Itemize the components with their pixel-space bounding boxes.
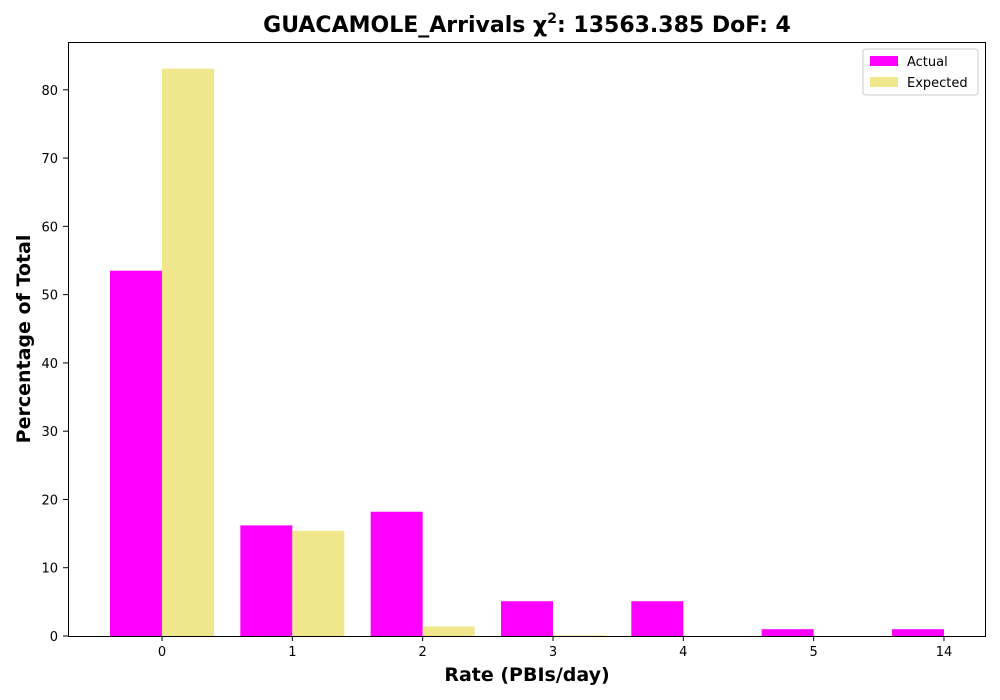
bar-actual-1 bbox=[240, 525, 293, 636]
y-tick-label: 70 bbox=[41, 152, 58, 167]
x-axis-ticks: 0 1 2 3 4 5 14 bbox=[158, 636, 952, 660]
bar-actual-2 bbox=[370, 511, 423, 636]
bar-actual-3 bbox=[500, 601, 553, 636]
bar-actual-4 bbox=[631, 601, 684, 636]
x-tick-label: 3 bbox=[549, 645, 557, 660]
x-tick-label: 5 bbox=[810, 645, 818, 660]
legend-label-expected: Expected bbox=[907, 76, 968, 91]
bar-expected-0 bbox=[162, 68, 214, 636]
x-tick-label: 1 bbox=[288, 645, 296, 660]
legend-swatch-expected bbox=[870, 77, 898, 87]
x-tick-label: 14 bbox=[936, 645, 953, 660]
y-tick-label: 40 bbox=[41, 357, 58, 372]
y-tick-label: 50 bbox=[41, 289, 58, 304]
legend: Actual Expected bbox=[862, 48, 979, 96]
y-tick-label: 60 bbox=[41, 220, 58, 235]
bar-expected-2 bbox=[422, 626, 475, 636]
y-tick-label: 0 bbox=[50, 630, 58, 645]
bar-expected-3 bbox=[552, 635, 605, 636]
x-tick-label: 0 bbox=[158, 645, 166, 660]
plot-frame bbox=[68, 42, 986, 637]
y-axis-label: Percentage of Total bbox=[13, 235, 35, 444]
y-tick-label: 30 bbox=[41, 425, 58, 440]
bar-actual-0 bbox=[110, 270, 162, 636]
bar-actual-14 bbox=[891, 629, 944, 636]
bars-group bbox=[110, 68, 944, 636]
bar-expected-1 bbox=[292, 530, 345, 636]
bar-actual-5 bbox=[761, 629, 814, 636]
y-tick-label: 20 bbox=[41, 493, 58, 508]
x-axis-label: Rate (PBIs/day) bbox=[444, 664, 609, 686]
x-tick-label: 4 bbox=[679, 645, 687, 660]
y-tick-label: 10 bbox=[41, 562, 58, 577]
chart-title: GUACAMOLE_Arrivals χ2: 13563.385 DoF: 4 bbox=[263, 11, 791, 38]
y-axis-ticks: 0 10 20 30 40 50 60 70 80 bbox=[41, 84, 68, 645]
legend-label-actual: Actual bbox=[907, 55, 948, 70]
x-tick-label: 2 bbox=[419, 645, 427, 660]
y-tick-label: 80 bbox=[41, 84, 58, 99]
legend-swatch-actual bbox=[870, 56, 898, 66]
